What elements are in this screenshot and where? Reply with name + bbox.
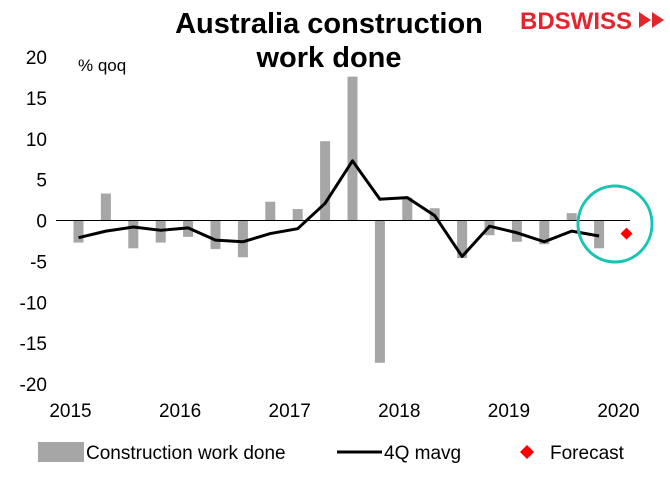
chart-title-line1: Australia construction — [175, 8, 483, 40]
chart-title-line2: work done — [255, 42, 401, 74]
y-tick-label: 0 — [36, 212, 47, 233]
legend-swatch-bars — [38, 442, 84, 462]
y-tick-label: 20 — [26, 48, 47, 69]
bar — [374, 220, 385, 363]
y-tick-label: 10 — [26, 130, 47, 151]
bar-series — [73, 76, 605, 363]
svg-text:BDSWISS: BDSWISS — [520, 8, 632, 35]
chart-title: Australia construction work done — [175, 8, 483, 74]
bar — [237, 220, 248, 258]
forecast-series — [620, 227, 633, 240]
bar — [347, 76, 358, 221]
bar — [128, 220, 139, 249]
brand-bd-text: BD — [520, 8, 555, 35]
y-axis-unit-label: % qoq — [78, 56, 126, 75]
line-path — [78, 159, 600, 258]
bar — [402, 197, 413, 221]
x-axis: 2015 2016 2017 2018 2019 2020 — [49, 401, 639, 422]
x-tick-label: 2015 — [49, 401, 91, 422]
y-tick-label: 15 — [26, 89, 47, 110]
bar — [210, 220, 221, 250]
bar — [539, 220, 550, 245]
bar — [292, 209, 303, 221]
x-tick-label: 2020 — [597, 401, 639, 422]
bar — [457, 220, 468, 259]
bar — [100, 193, 111, 221]
legend: Construction work done 4Q mavg Forecast — [38, 442, 625, 464]
y-tick-label: 5 — [36, 171, 47, 192]
y-tick-label: -15 — [20, 334, 47, 355]
brand-swiss-text: SWISS — [555, 8, 632, 35]
y-tick-label: -20 — [20, 375, 47, 396]
legend-label-line: 4Q mavg — [384, 443, 461, 464]
bdswiss-logo: BDSWISS — [520, 8, 664, 35]
x-tick-label: 2019 — [488, 401, 530, 422]
x-tick-label: 2017 — [269, 401, 311, 422]
bar — [265, 201, 276, 221]
x-tick-label: 2018 — [378, 401, 420, 422]
bar — [594, 220, 605, 249]
brand-arrow-icon — [639, 12, 664, 28]
highlight-circle — [576, 184, 654, 264]
bar — [566, 213, 577, 221]
bar — [73, 220, 84, 243]
legend-label-bars: Construction work done — [86, 443, 286, 464]
y-axis: 20 15 10 5 0 -5 -10 -15 -20 — [20, 48, 47, 396]
bar — [320, 141, 331, 221]
line-series — [78, 159, 600, 258]
legend-label-forecast: Forecast — [550, 443, 625, 464]
forecast-point — [620, 227, 633, 240]
y-tick-label: -5 — [30, 252, 47, 273]
x-tick-label: 2016 — [159, 401, 201, 422]
legend-swatch-forecast — [520, 445, 534, 459]
y-tick-label: -10 — [20, 293, 47, 314]
bar — [511, 220, 522, 242]
